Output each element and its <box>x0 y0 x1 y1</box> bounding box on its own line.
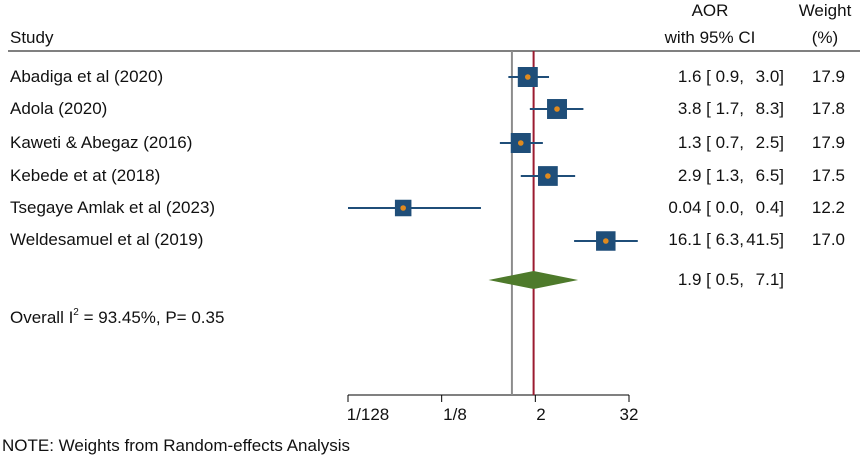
study-weight: 12.2 <box>811 198 845 217</box>
study-ci-upper: 2.5] <box>755 133 784 152</box>
study-ci-upper: 0.4] <box>755 198 784 217</box>
weights-note: NOTE: Weights from Random-effects Analys… <box>2 436 350 455</box>
study-name: Kaweti & Abegaz (2016) <box>10 133 193 152</box>
study-weight: 17.9 <box>811 133 845 152</box>
weight-column-header-line1: Weight <box>798 1 852 20</box>
x-tick-label: 32 <box>619 405 639 424</box>
study-weight: 17.9 <box>811 67 845 86</box>
study-ci: 0.04 [ 0.0, <box>668 198 744 217</box>
study-ci-upper: 41.5] <box>746 230 784 249</box>
study-ci: 1.3 [ 0.7, <box>677 133 744 152</box>
study-point-estimate <box>400 205 406 211</box>
overall-label-suffix: = 93.45%, P= 0.35 <box>78 308 225 327</box>
study-column-header: Study <box>10 28 54 47</box>
effect-column-header-line1: AOR <box>691 1 729 20</box>
weight-column-header-line2: (%) <box>811 28 839 47</box>
study-ci-upper: 3.0] <box>755 67 784 86</box>
study-point-estimate <box>554 106 560 112</box>
study-weight: 17.0 <box>811 230 845 249</box>
study-point-estimate <box>602 238 609 244</box>
study-weight: 17.5 <box>811 166 845 185</box>
study-name: Tsegaye Amlak et al (2023) <box>10 198 216 217</box>
study-name: Adola (2020) <box>10 99 108 118</box>
study-weight: 17.8 <box>811 99 845 118</box>
study-ci-upper: 6.5] <box>755 166 784 185</box>
overall-heterogeneity-label: Overall I2 = 93.45%, P= 0.35 <box>10 303 224 328</box>
overall-diamond <box>488 271 579 289</box>
study-ci-upper: 8.3] <box>755 99 784 118</box>
x-tick-label: 1/8 <box>443 405 467 424</box>
effect-column-header-line2: with 95% CI <box>664 28 756 47</box>
study-ci: 16.1 [ 6.3, <box>668 230 744 249</box>
x-tick-label: 1/128 <box>346 405 390 424</box>
study-ci: 3.8 [ 1.7, <box>677 99 744 118</box>
study-ci: 2.9 [ 1.3, <box>677 166 744 185</box>
study-name: Kebede et at (2018) <box>10 166 161 185</box>
overall-ci-upper: 7.1] <box>755 270 784 289</box>
overall-ci: 1.9 [ 0.5, <box>677 270 744 289</box>
overall-label-superscript: 2 <box>73 307 79 318</box>
study-point-estimate <box>517 140 524 146</box>
study-point-estimate <box>524 74 531 80</box>
study-name: Weldesamuel et al (2019) <box>10 230 204 249</box>
x-tick-label: 2 <box>536 405 546 424</box>
study-name: Abadiga et al (2020) <box>10 67 164 86</box>
study-ci: 1.6 [ 0.9, <box>677 67 744 86</box>
overall-label-prefix: Overall I <box>10 308 74 327</box>
study-point-estimate <box>545 173 551 179</box>
